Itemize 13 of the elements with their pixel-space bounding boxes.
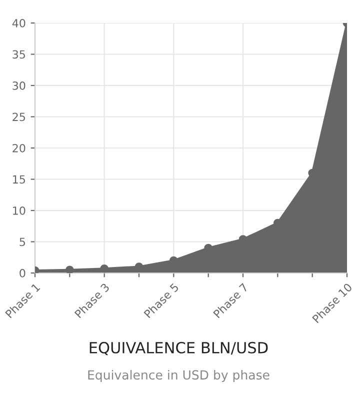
text: Equivalence in USD by phase [88,370,270,382]
point [100,264,108,273]
y-tick-label: 25 [12,112,25,122]
y-tick-label: 10 [13,206,26,215]
point [66,266,74,273]
y-tick-label: 35 [12,50,25,59]
y-tick-label: 0 [20,268,26,278]
y-tick-label: 40 [12,18,26,28]
text: EQUIVALENCE BLN/USD [90,342,268,356]
y-tick-label: 30 [12,81,26,90]
y-tick-label: 15 [13,175,25,184]
y-tick-label: 5 [20,238,25,246]
y-tick-label: 20 [12,144,26,152]
